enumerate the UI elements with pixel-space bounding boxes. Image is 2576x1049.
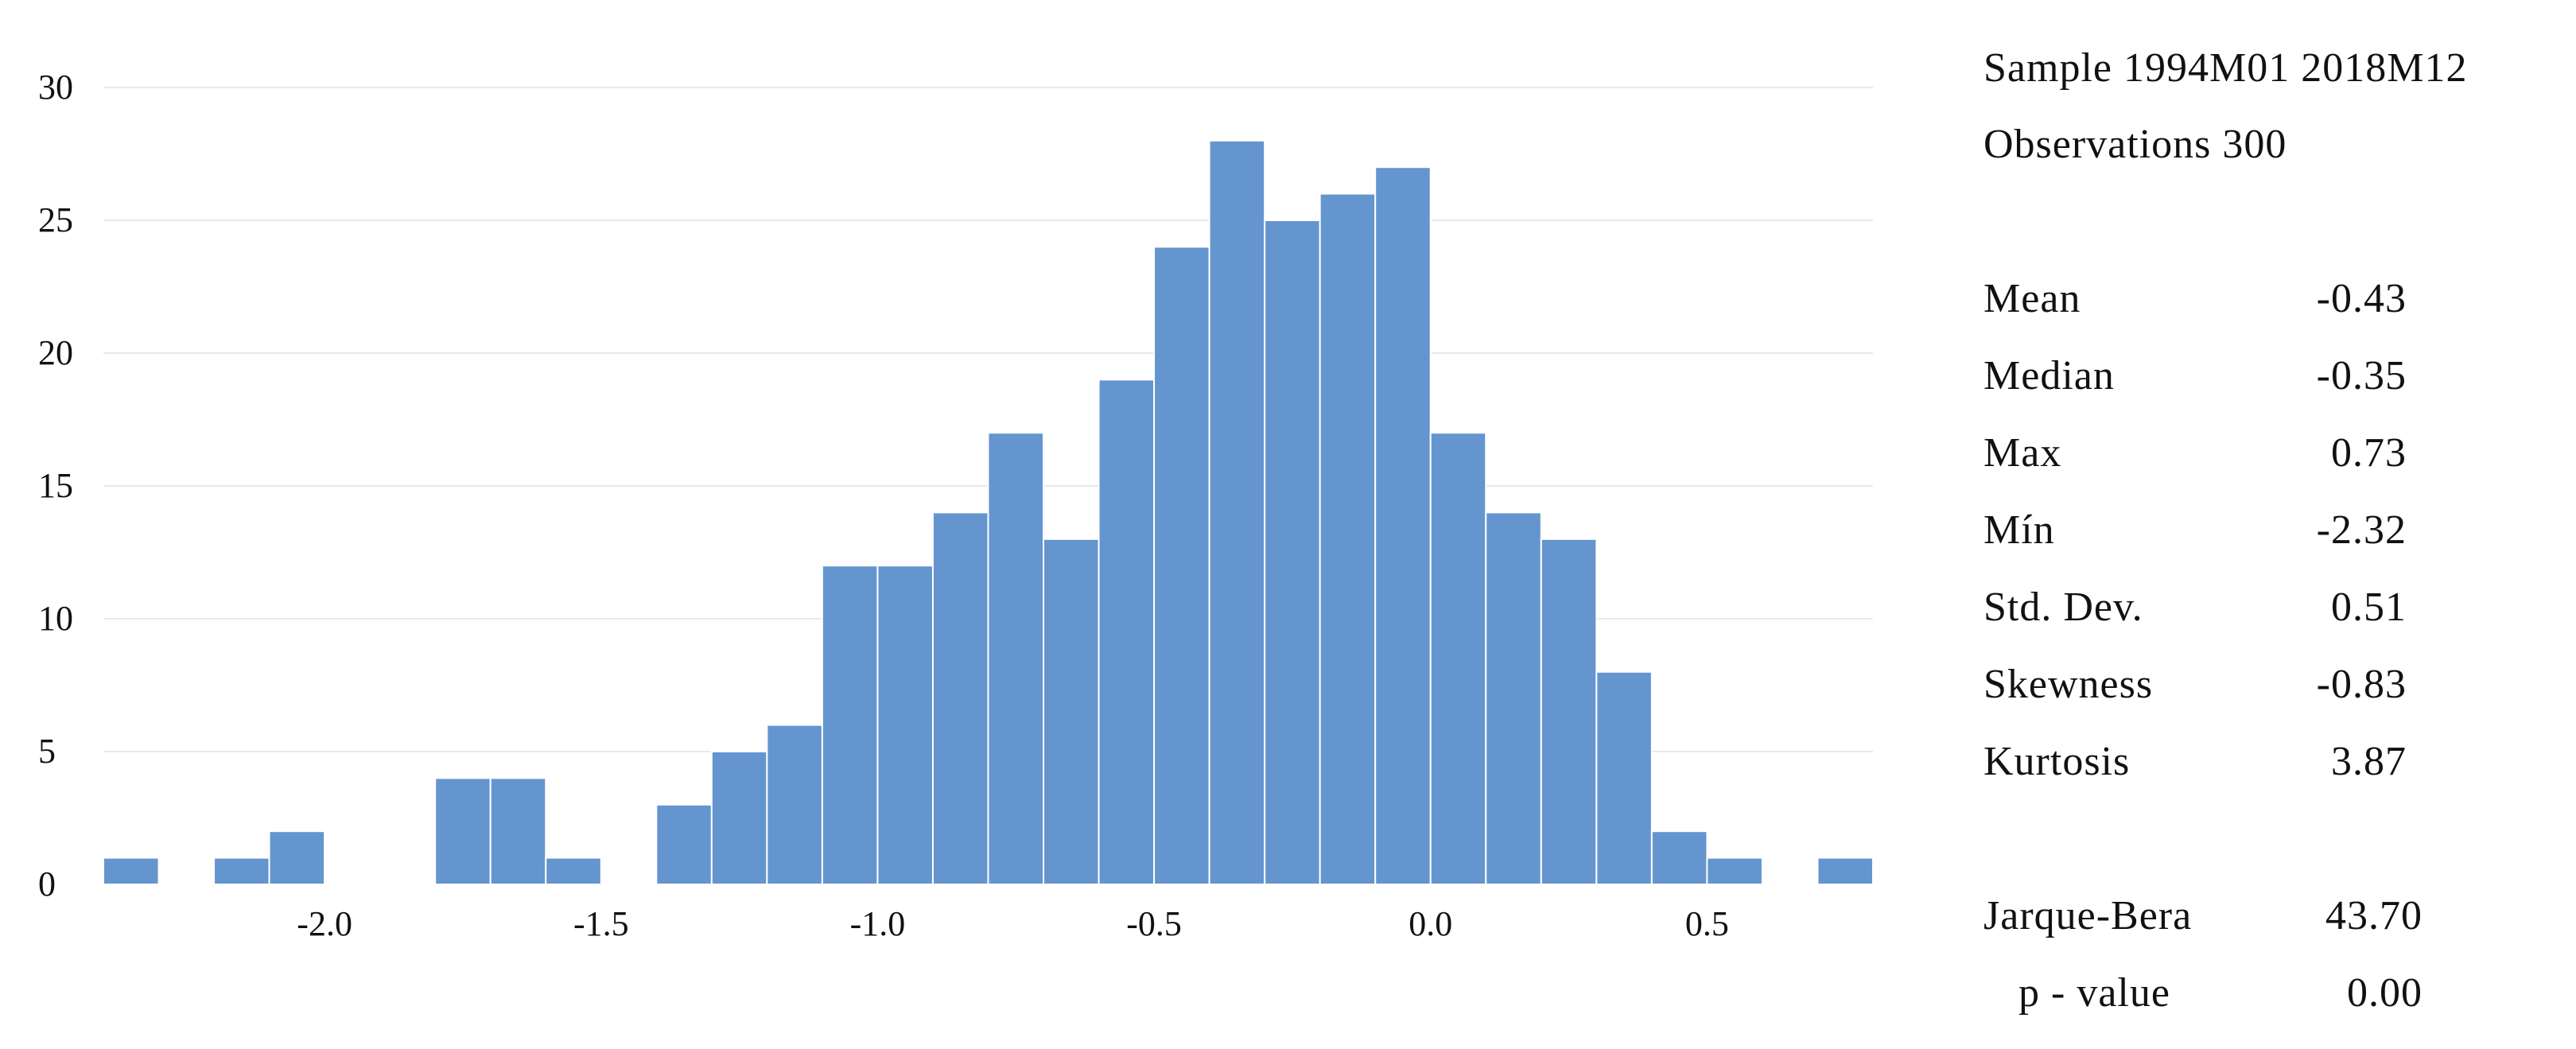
stat-row-jarque-bera: Jarque-Bera 43.70 [1983,892,2477,940]
y-tick-label: 15 [38,466,73,505]
stat-label: Kurtosis [1983,739,2131,784]
stat-row-std-dev: Std. Dev. 0.51 [1983,584,2461,631]
stat-row-min: Mín -2.32 [1983,507,2461,554]
stat-value: 3.87 [2331,739,2407,784]
stat-label: Mean [1983,276,2081,321]
stat-label: Jarque-Bera [1983,893,2193,938]
y-tick-label: 0 [38,864,56,903]
x-axis-ticks: -2.0 -1.5 -1.0 -0.5 0.0 0.5 [297,904,1729,943]
stat-value: 0.00 [2347,970,2423,1016]
stat-row-max: Max 0.73 [1983,429,2461,477]
histogram-bar [766,724,823,885]
histogram-bar [434,777,491,886]
histogram-bar [103,857,160,885]
y-tick-label: 10 [38,599,73,638]
histogram-bar [1650,830,1708,885]
histogram-bar [1816,857,1874,885]
stat-row-median: Median -0.35 [1983,352,2461,400]
stat-value: -0.83 [2316,662,2407,707]
y-tick-label: 20 [38,333,73,372]
histogram-bar [545,857,602,885]
histogram-bar [1098,379,1156,885]
stat-value: -2.32 [2316,507,2407,553]
sample-range-text: Sample 1994M01 2018M12 [1983,45,2468,91]
x-tick-label: -1.5 [573,904,629,943]
stat-row-mean: Mean -0.43 [1983,275,2461,323]
stat-label: Mín [1983,507,2055,553]
stat-value: 43.70 [2325,893,2423,938]
histogram-bar [1043,538,1100,885]
y-axis-ticks: 0 5 10 15 20 25 30 [38,68,73,903]
histogram-bar [876,565,934,885]
histogram-bar [1153,246,1210,885]
histogram-bar [1485,511,1542,886]
histogram-bar [1429,432,1487,885]
stat-row-kurtosis: Kurtosis 3.87 [1983,738,2461,786]
histogram-bar [268,830,326,885]
x-tick-label: -0.5 [1126,904,1182,943]
statistics-panel: Sample 1994M01 2018M12 Observations 300 … [1983,0,2572,1049]
histogram-bar [987,432,1045,885]
stat-value: -0.43 [2316,276,2407,321]
histogram-bar [1540,538,1598,885]
x-tick-label: -1.0 [850,904,906,943]
stat-value: 0.51 [2331,585,2407,630]
observations-text: Observations 300 [1983,122,2287,167]
histogram-bar [1374,166,1432,885]
stat-label: Max [1983,430,2062,476]
stat-label: Std. Dev. [1983,585,2143,630]
histogram-bars [103,139,1874,886]
histogram-bar [655,803,713,885]
histogram-bar [1208,139,1266,886]
y-tick-label: 30 [38,68,73,107]
histogram-bar [213,857,270,885]
stat-row-skewness: Skewness -0.83 [1983,661,2461,709]
histogram-bar [931,511,989,886]
stat-value: 0.73 [2331,430,2407,476]
stat-label: Median [1983,353,2115,398]
stat-row-p-value: p - value 0.00 [1983,969,2477,1017]
histogram-bar [1595,670,1653,885]
stat-label: Skewness [1983,662,2154,707]
x-tick-label: 0.5 [1685,904,1729,943]
histogram-bar [1706,857,1763,885]
histogram-bar [1319,192,1377,886]
y-tick-label: 5 [38,732,56,771]
x-tick-label: -2.0 [297,904,352,943]
y-tick-label: 25 [38,200,73,239]
histogram-bar [1264,220,1321,885]
histogram-bar [489,777,547,886]
stat-value: -0.35 [2316,353,2407,398]
histogram-bar [821,565,879,885]
histogram-bar [710,751,768,885]
x-tick-label: 0.0 [1408,904,1452,943]
stat-label: p - value [2018,970,2170,1016]
histogram-chart: 0 5 10 15 20 25 30 -2.0 -1.5 -1.0 -0.5 0.0 0.5 [38,68,1874,943]
